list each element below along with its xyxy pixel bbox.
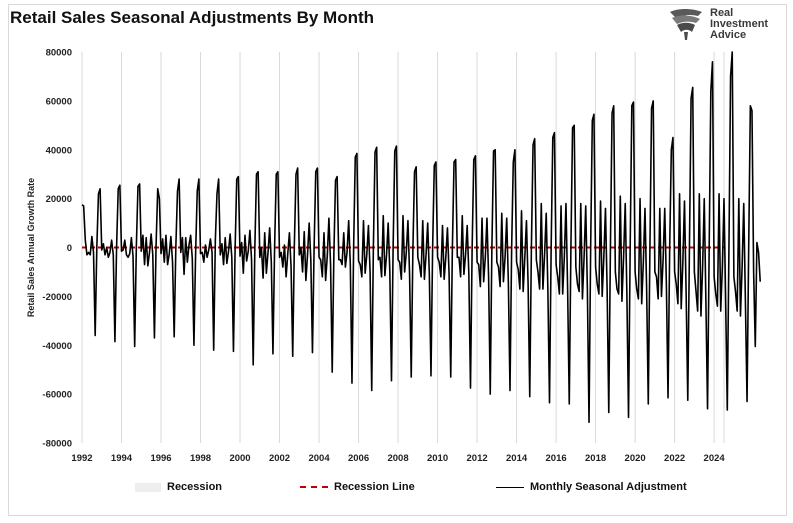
x-tick-label: 2014 (506, 453, 528, 464)
x-tick-label: 2016 (546, 453, 567, 464)
chart-title: Retail Sales Seasonal Adjustments By Mon… (10, 8, 375, 27)
x-tick-label: 2024 (704, 453, 726, 464)
x-tick-label: 2006 (348, 453, 369, 464)
x-tick-label: 2020 (625, 453, 646, 464)
y-tick-label: -20000 (42, 292, 72, 303)
y-tick-label: -80000 (42, 439, 72, 450)
x-tick-label: 1994 (111, 453, 133, 464)
logo: Real Investment Advice (668, 6, 788, 44)
x-tick-label: 1998 (190, 453, 211, 464)
y-tick-label: 60000 (46, 96, 72, 107)
x-tick-label: 2022 (664, 453, 685, 464)
legend-label-recession-line: Recession Line (334, 481, 415, 493)
x-tick-label: 2002 (269, 453, 290, 464)
y-tick-label: 0 (67, 243, 72, 254)
x-tick-label: 2012 (467, 453, 488, 464)
y-tick-label: 20000 (46, 194, 72, 205)
legend-item-recession-line: Recession Line (300, 481, 415, 493)
legend-label-recession: Recession (167, 481, 223, 493)
legend-item-series: Monthly Seasonal Adjustment (496, 481, 687, 493)
logo-wordmark: Real Investment Advice (710, 7, 769, 41)
x-tick-label: 2010 (427, 453, 448, 464)
x-tick-label: 2004 (308, 453, 330, 464)
x-tick-labels: 1992 1994 1996 1998 2000 2002 2004 2006 2008 2010… (71, 453, 725, 464)
eagle-logo-icon (670, 9, 702, 40)
legend-label-series: Monthly Seasonal Adjustment (530, 481, 687, 493)
x-tick-label: 1996 (150, 453, 171, 464)
legend-swatch-series (496, 486, 524, 488)
x-tick-label: 2008 (387, 453, 408, 464)
y-tick-label: 40000 (46, 145, 72, 156)
y-tick-label: -40000 (42, 341, 72, 352)
y-tick-label: -60000 (42, 390, 72, 401)
series-line-monthly-seasonal-adjustment (81, 51, 762, 424)
legend-swatch-recession (135, 482, 161, 492)
y-tick-label: 80000 (46, 48, 72, 59)
y-axis-label: Retail Sales Annual Growth Rate (26, 178, 36, 317)
legend-item-recession: Recession (135, 481, 222, 493)
x-tick-label: 2018 (585, 453, 606, 464)
x-tick-label: 2000 (229, 453, 250, 464)
legend-swatch-recession-line (300, 486, 328, 488)
y-tick-labels: 80000 60000 40000 20000 0 -20000 -40000 -60000 -… (42, 48, 72, 450)
legend: Recession Recession Line Monthly Seasona… (0, 481, 793, 497)
x-tick-label: 1992 (71, 453, 92, 464)
